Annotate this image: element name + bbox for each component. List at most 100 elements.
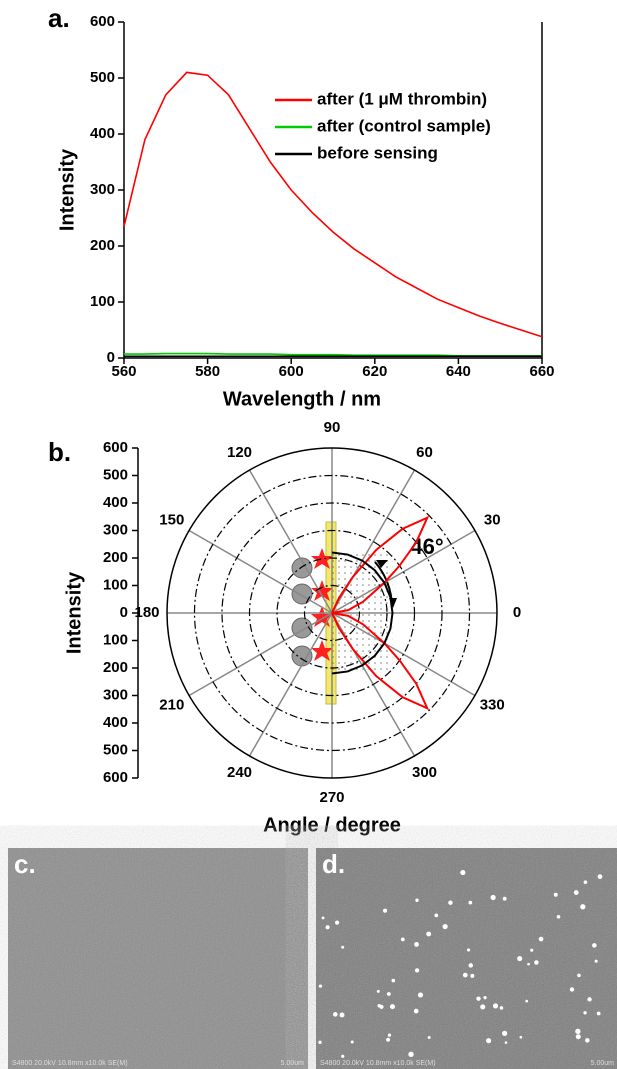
spot <box>468 963 474 968</box>
radial-grid <box>276 557 388 669</box>
x-tick-label: 600 <box>279 363 304 380</box>
polar-series <box>331 515 430 711</box>
sem-texture <box>316 848 617 1069</box>
spot <box>585 1038 590 1043</box>
spot <box>483 996 487 1000</box>
spot <box>575 1034 581 1040</box>
spot <box>460 869 466 876</box>
spot <box>434 913 439 918</box>
spot <box>553 892 558 897</box>
spot <box>527 962 530 966</box>
series-line <box>123 71 543 338</box>
arrow-heads <box>376 560 397 608</box>
radial-grid <box>303 584 361 642</box>
angle-label: 90 <box>324 419 341 436</box>
angle-label: 0 <box>513 604 521 621</box>
spot <box>414 968 420 973</box>
y-axis-label: Intensity <box>63 571 85 654</box>
r-tick-label: 500 <box>103 466 128 483</box>
spot <box>466 948 471 952</box>
y-tick-label: 600 <box>90 13 115 30</box>
angle-label: 300 <box>412 764 437 781</box>
r-tick-label: 600 <box>103 769 128 786</box>
spot <box>335 920 340 925</box>
spot <box>592 943 597 948</box>
spot <box>387 1033 392 1037</box>
spot <box>341 1054 345 1058</box>
spot <box>476 996 481 1001</box>
angle-label: 30 <box>484 511 501 528</box>
y-tick-label: 0 <box>107 349 115 366</box>
r-tick-label: 400 <box>103 714 128 731</box>
r-tick-label: 500 <box>103 741 128 758</box>
spot <box>391 978 396 983</box>
spot <box>448 900 453 905</box>
y-tick-label: 100 <box>90 293 115 310</box>
r-tick-label: 100 <box>103 631 128 648</box>
spot <box>413 1008 419 1014</box>
spot <box>525 999 529 1003</box>
y-tick-label: 400 <box>90 125 115 142</box>
radial-grid <box>193 474 471 752</box>
x-axis-label: Angle / degree <box>263 814 401 836</box>
spot <box>596 1011 601 1016</box>
spot <box>386 992 391 996</box>
spot <box>427 1035 431 1039</box>
spot <box>534 960 539 965</box>
y-tick-label: 300 <box>90 181 115 198</box>
y-tick-label: 200 <box>90 237 115 254</box>
annotation: 46° <box>410 534 443 559</box>
panel-label: b. <box>48 437 71 467</box>
spot <box>580 904 586 910</box>
spot <box>594 959 598 963</box>
angle-label: 60 <box>416 444 433 461</box>
spot <box>442 923 448 930</box>
x-tick-label: 660 <box>529 363 554 380</box>
radial-grid <box>221 502 443 724</box>
spot <box>583 880 588 884</box>
spot <box>426 931 432 937</box>
spot <box>318 1040 322 1045</box>
spot <box>597 874 603 880</box>
r-tick-label: 300 <box>103 521 128 538</box>
r-tick-label: 400 <box>103 494 128 511</box>
spot <box>462 972 468 978</box>
angle-label: 240 <box>227 764 252 781</box>
spot <box>377 1004 381 1008</box>
angle-label: 150 <box>159 511 184 528</box>
polar-series <box>331 551 394 675</box>
angle-label: 330 <box>480 696 505 713</box>
spot <box>530 948 534 952</box>
caption: S4800 20.0kV 10.8mm x10.0k SE(M) <box>12 1060 128 1067</box>
r-tick-label: 300 <box>103 686 128 703</box>
spot <box>480 1004 486 1010</box>
angle-label: 180 <box>134 604 159 621</box>
x-tick-label: 640 <box>446 363 471 380</box>
spot <box>492 1003 499 1009</box>
angle-label: 270 <box>319 789 344 806</box>
nanoparticles <box>318 869 603 1058</box>
spot <box>502 1030 508 1036</box>
spot <box>519 1035 523 1039</box>
spot <box>321 916 325 920</box>
spot <box>575 1028 581 1035</box>
radial-grid <box>166 447 498 779</box>
legend-label: after (1 μM thrombin) <box>317 89 487 108</box>
radial-grid <box>248 529 416 697</box>
spot <box>470 973 475 978</box>
spot <box>341 945 345 949</box>
r-tick-label: 200 <box>103 659 128 676</box>
panel-label: c. <box>14 849 36 879</box>
r-tick-label: 0 <box>120 604 128 621</box>
spot <box>486 1038 492 1044</box>
legend-label: before sensing <box>317 143 438 162</box>
spot <box>583 1011 587 1015</box>
spot <box>517 955 523 962</box>
spot <box>587 997 592 1002</box>
series-line <box>124 352 542 357</box>
spot <box>339 1012 345 1018</box>
spot <box>573 890 579 895</box>
spoke <box>248 469 333 614</box>
r-tick-label: 600 <box>103 439 128 456</box>
spot <box>577 973 581 978</box>
